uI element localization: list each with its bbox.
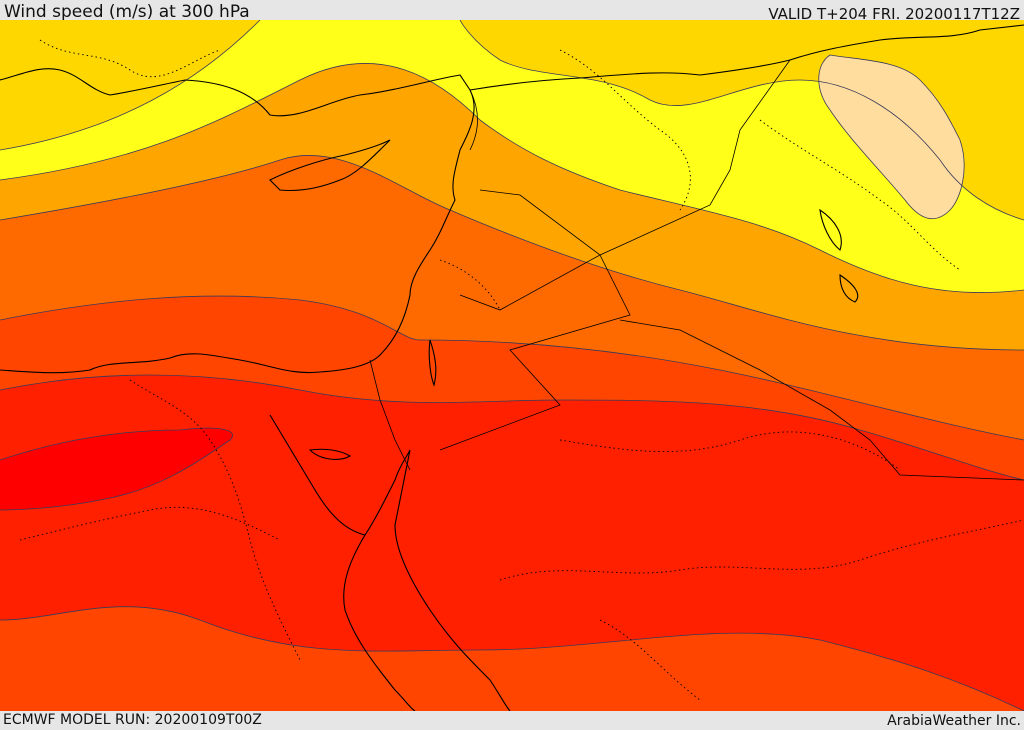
footer-bar xyxy=(0,711,1024,729)
valid-time-label: VALID T+204 FRI. 20200117T12Z xyxy=(768,5,1020,23)
dotted-border xyxy=(129,379,301,661)
country-borders xyxy=(369,59,1024,481)
contour-lines xyxy=(0,20,1024,711)
dotted-border xyxy=(759,119,961,271)
maximum-patch xyxy=(818,55,965,219)
contour-line xyxy=(0,606,1024,711)
contour-line xyxy=(0,427,233,511)
coastline xyxy=(0,68,475,374)
border xyxy=(619,319,1024,481)
red-sea-coast xyxy=(269,414,511,711)
credit-label: ArabiaWeather Inc. xyxy=(887,713,1021,729)
cyprus-outline xyxy=(269,139,391,192)
border xyxy=(439,254,631,451)
contour-line xyxy=(818,54,965,220)
contour-line xyxy=(0,295,1024,441)
map-title: Wind speed (m/s) at 300 hPa xyxy=(4,2,250,22)
lake-outline xyxy=(308,448,352,460)
dotted-border xyxy=(599,619,701,701)
dotted-border xyxy=(39,39,221,78)
border xyxy=(469,89,478,151)
contour-line xyxy=(0,20,261,151)
contour-line xyxy=(0,374,1024,481)
band-light-orange xyxy=(0,20,1024,220)
map-canvas xyxy=(0,20,1024,711)
contour-line xyxy=(459,20,1024,221)
band-red xyxy=(0,375,1024,711)
dotted-border xyxy=(559,49,691,211)
dead-sea-outline xyxy=(428,339,437,387)
gulf-outline xyxy=(819,208,842,251)
red-sea-coast xyxy=(343,534,416,711)
contour-line xyxy=(0,63,1024,293)
dotted-border xyxy=(559,431,901,471)
header-bar xyxy=(0,0,1024,20)
gulf-outline xyxy=(839,273,859,303)
dotted-border xyxy=(439,259,501,311)
wind-speed-map xyxy=(0,20,1024,711)
border xyxy=(599,59,791,256)
coastlines xyxy=(0,24,1024,711)
band-deep-red xyxy=(0,428,233,510)
model-run-label: ECMWF MODEL RUN: 20200109T00Z xyxy=(3,712,262,728)
province-borders xyxy=(19,39,1024,701)
dotted-border xyxy=(499,519,1024,581)
border xyxy=(369,359,411,471)
contour-line xyxy=(0,155,1024,351)
coastline xyxy=(469,24,1024,91)
